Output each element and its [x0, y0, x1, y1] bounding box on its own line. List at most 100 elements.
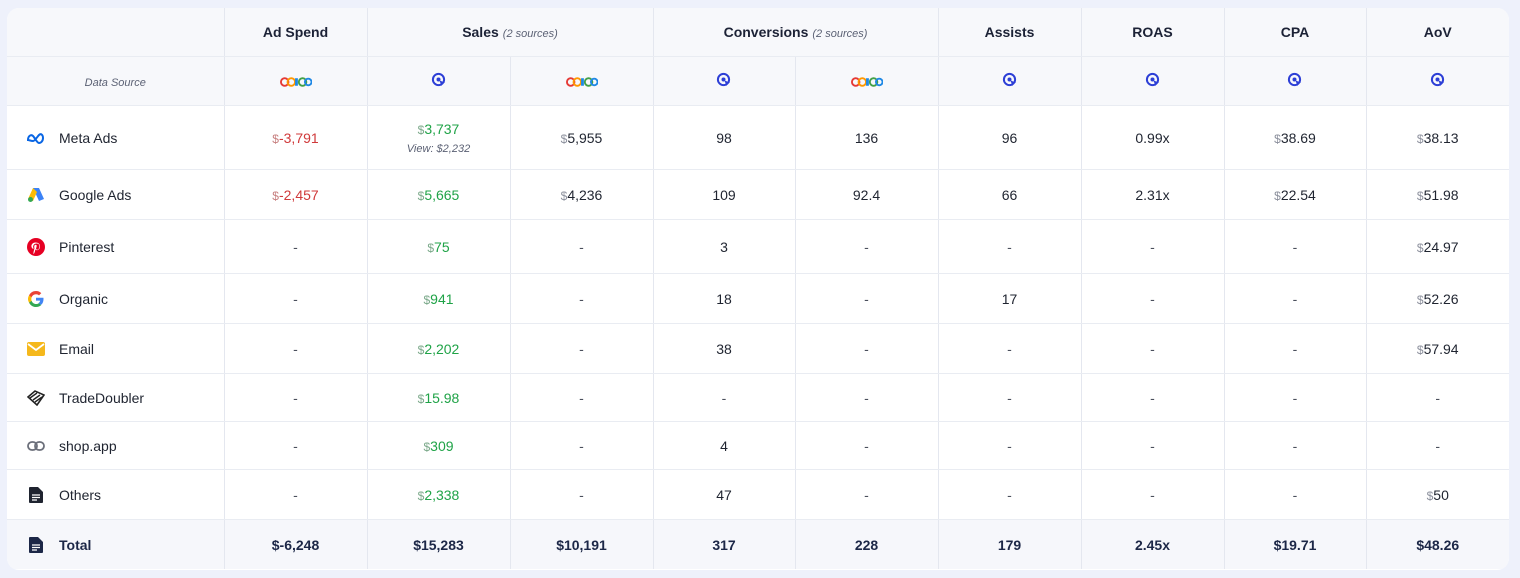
table-body: Meta Ads $-3,791 $3,737 View: $2,232 $5,955 9…: [7, 105, 1509, 520]
value: -: [864, 238, 869, 255]
value: -: [1007, 238, 1012, 255]
channel-cell[interactable]: Others: [7, 469, 225, 520]
header-aov[interactable]: AoV: [1366, 8, 1509, 57]
conversions-pixel-cell: 98: [653, 105, 796, 170]
channel-cell[interactable]: Google Ads: [7, 169, 225, 220]
channel-cell[interactable]: Email: [7, 323, 225, 374]
currency-symbol: $: [1416, 342, 1424, 357]
header-ad-spend[interactable]: Ad Spend: [224, 8, 368, 57]
sales-pixel-cell: $5,665: [367, 169, 511, 220]
channel-cell[interactable]: Pinterest: [7, 219, 225, 274]
sales-tracker-cell: -: [510, 273, 654, 324]
pixel-icon: [431, 75, 447, 91]
currency-symbol: $: [1416, 131, 1424, 146]
pixel-icon: [1287, 75, 1303, 91]
currency-symbol: $: [423, 439, 431, 454]
value: 941: [430, 290, 454, 307]
roas-cell: 2.31x: [1081, 169, 1225, 220]
value: -3,791: [278, 129, 319, 146]
roas-cell: -: [1081, 273, 1225, 324]
header-conversions[interactable]: Conversions (2 sources): [653, 8, 939, 57]
aov-cell: -: [1366, 421, 1509, 470]
conversions-tracker-cell: -: [795, 421, 939, 470]
conversions-tracker-cell: -: [795, 469, 939, 520]
total-sales-pixel-cell: $15,283: [367, 519, 511, 569]
value: 51.98: [1423, 186, 1459, 203]
total-conv-pixel-cell: 317: [653, 519, 796, 569]
header-roas[interactable]: ROAS: [1081, 8, 1225, 57]
data-source-cell: [1366, 56, 1509, 106]
value: 17: [1001, 290, 1018, 307]
empty-value: -: [293, 437, 298, 454]
channel-cell[interactable]: Organic: [7, 273, 225, 324]
value: 15.98: [424, 389, 460, 406]
header-cpa[interactable]: CPA: [1224, 8, 1367, 57]
value: 3,737: [424, 120, 460, 137]
sales-tracker-cell: -: [510, 469, 654, 520]
channel-cell[interactable]: shop.app: [7, 421, 225, 470]
channel-cell[interactable]: Meta Ads: [7, 105, 225, 170]
currency-symbol: $: [272, 131, 279, 146]
table-row: Pinterest - $75 - 3 - - - - $24.97: [7, 219, 1509, 274]
value: -: [864, 437, 869, 454]
sales-tracker-cell: -: [510, 373, 654, 422]
cpa-cell: -: [1224, 373, 1367, 422]
roas-cell: -: [1081, 323, 1225, 374]
value: -: [864, 340, 869, 357]
roas-cell: 0.99x: [1081, 105, 1225, 170]
pixel-icon: [1430, 75, 1446, 91]
currency-symbol: $: [1416, 240, 1424, 255]
value: -: [1150, 437, 1155, 454]
value: 309: [430, 437, 454, 454]
empty-value: -: [293, 290, 298, 307]
data-source-cell: [938, 56, 1082, 106]
currency-symbol: $: [417, 122, 425, 137]
value: 4,236: [567, 186, 603, 203]
conversions-pixel-cell: 38: [653, 323, 796, 374]
total-assists-cell: 179: [938, 519, 1082, 569]
channel-label-wrap: shop.app: [25, 435, 224, 457]
value: -: [864, 486, 869, 503]
document-icon: [25, 484, 47, 506]
value: -: [1150, 238, 1155, 255]
conversions-pixel-cell: 18: [653, 273, 796, 324]
value: 47: [716, 486, 732, 503]
header-assists[interactable]: Assists: [938, 8, 1082, 57]
empty-value: -: [293, 486, 298, 503]
channel-cell[interactable]: TradeDoubler: [7, 373, 225, 422]
aov-cell: $57.94: [1366, 323, 1509, 374]
header-sales[interactable]: Sales (2 sources): [367, 8, 654, 57]
sales-pixel-cell: $15.98: [367, 373, 511, 422]
channel-name: Others: [59, 486, 102, 503]
empty-value: -: [1292, 486, 1298, 503]
total-label-cell: Total: [7, 519, 225, 569]
empty-value: -: [293, 340, 298, 357]
value: -2,457: [278, 186, 319, 203]
conversions-tracker-cell: 92.4: [795, 169, 939, 220]
channel-label-wrap: TradeDoubler: [25, 387, 224, 409]
sales-pixel-cell: $3,737 View: $2,232: [367, 105, 511, 170]
table-row: Email - $2,202 - 38 - - - - $57.94: [7, 323, 1509, 374]
empty-value: -: [1292, 437, 1298, 454]
ad-spend-cell: -: [224, 219, 368, 274]
value: 38.69: [1280, 129, 1316, 146]
channel-label-wrap: Email: [25, 338, 224, 360]
value: -: [721, 389, 727, 406]
conversions-pixel-cell: -: [653, 373, 796, 422]
currency-symbol: $: [560, 188, 568, 203]
value: 0.99x: [1135, 129, 1170, 146]
ad-spend-cell: $-2,457: [224, 169, 368, 220]
value: 92.4: [852, 186, 881, 203]
value: 50: [1433, 486, 1449, 503]
link-icon: [25, 435, 47, 457]
value: 66: [1001, 186, 1018, 203]
channel-label-wrap: Meta Ads: [25, 127, 224, 149]
channel-name: Organic: [59, 290, 109, 307]
tracker-logo-icon: [280, 73, 312, 89]
value: 2,202: [424, 340, 460, 357]
cpa-cell: $22.54: [1224, 169, 1367, 220]
currency-symbol: $: [1416, 188, 1424, 203]
roas-cell: -: [1081, 219, 1225, 274]
attribution-table-card: Ad Spend Sales (2 sources) Conversions (2 …: [7, 8, 1509, 570]
conversions-tracker-cell: -: [795, 219, 939, 274]
